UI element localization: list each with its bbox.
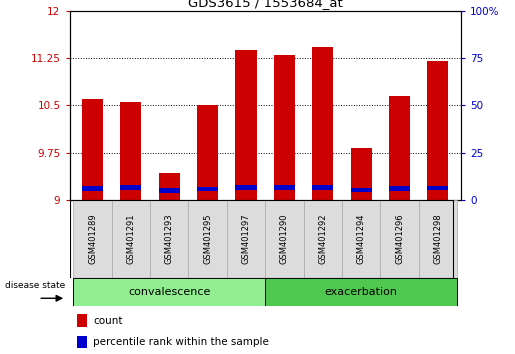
Bar — [312, 185, 333, 190]
Bar — [82, 99, 103, 200]
Bar — [197, 105, 218, 200]
Bar — [159, 173, 180, 200]
Text: convalescence: convalescence — [128, 287, 211, 297]
Bar — [265, 278, 457, 306]
Text: count: count — [93, 316, 123, 326]
Bar — [274, 185, 295, 190]
Text: GSM401298: GSM401298 — [434, 213, 442, 264]
Text: GSM401290: GSM401290 — [280, 214, 289, 264]
Text: GSM401292: GSM401292 — [318, 214, 328, 264]
Bar — [235, 185, 256, 190]
Text: GSM401296: GSM401296 — [395, 213, 404, 264]
Bar — [304, 200, 342, 278]
Bar — [389, 96, 410, 200]
Bar — [112, 200, 150, 278]
Bar — [77, 336, 87, 348]
Bar — [265, 200, 304, 278]
Bar — [342, 200, 381, 278]
Bar — [121, 185, 142, 190]
Bar — [159, 188, 180, 193]
Text: disease state: disease state — [5, 281, 65, 290]
Bar — [235, 50, 256, 200]
Bar — [389, 187, 410, 191]
Text: GSM401293: GSM401293 — [165, 213, 174, 264]
Title: GDS3615 / 1553684_at: GDS3615 / 1553684_at — [188, 0, 342, 10]
Bar — [188, 200, 227, 278]
Bar — [274, 55, 295, 200]
Text: exacerbation: exacerbation — [324, 287, 398, 297]
Bar — [197, 187, 218, 192]
Text: GSM401295: GSM401295 — [203, 214, 212, 264]
Text: GSM401291: GSM401291 — [126, 214, 135, 264]
Bar — [351, 188, 372, 192]
Bar — [419, 200, 457, 278]
Text: GSM401294: GSM401294 — [357, 214, 366, 264]
Text: percentile rank within the sample: percentile rank within the sample — [93, 337, 269, 347]
Bar — [427, 61, 449, 200]
Bar — [312, 47, 333, 200]
Text: GSM401297: GSM401297 — [242, 213, 250, 264]
Bar — [227, 200, 265, 278]
Bar — [73, 278, 265, 306]
Bar — [82, 187, 103, 191]
Bar — [77, 314, 87, 327]
Bar — [381, 200, 419, 278]
Text: GSM401289: GSM401289 — [88, 213, 97, 264]
Bar — [351, 148, 372, 200]
Bar — [427, 186, 449, 190]
Bar — [73, 200, 112, 278]
Bar — [150, 200, 188, 278]
Bar — [121, 102, 142, 200]
